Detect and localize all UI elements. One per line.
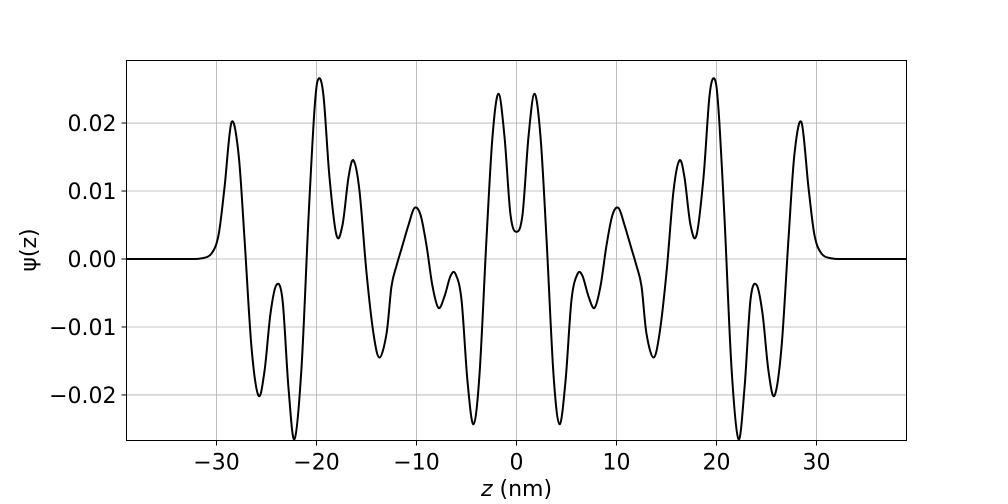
x-tick-label: 20 xyxy=(703,451,731,476)
y-axis-label: ψ(z) xyxy=(17,228,42,271)
x-axis-ticks: −30 −20 −10 0 10 20 30 xyxy=(193,440,831,476)
x-tick-label: −20 xyxy=(293,451,339,476)
x-tick-label: 10 xyxy=(603,451,631,476)
x-tick-label: 0 xyxy=(510,451,524,476)
y-tick-label: 0.02 xyxy=(68,112,117,137)
x-axis-label: z (nm) xyxy=(480,477,552,502)
y-tick-label: 0.00 xyxy=(68,248,117,273)
y-axis-ticks: 0.02 0.01 0.00 −0.01 −0.02 xyxy=(49,112,127,409)
x-tick-label: −10 xyxy=(393,451,439,476)
x-axis-label-unit: (nm) xyxy=(493,477,553,502)
y-tick-label: −0.01 xyxy=(49,316,116,341)
grid-lines xyxy=(126,60,907,441)
x-axis-label-var: z xyxy=(480,477,493,502)
y-tick-label: −0.02 xyxy=(49,384,116,409)
x-tick-label: −30 xyxy=(193,451,239,476)
y-tick-label: 0.01 xyxy=(68,180,117,205)
x-tick-label: 30 xyxy=(803,451,831,476)
series-line xyxy=(126,77,907,441)
